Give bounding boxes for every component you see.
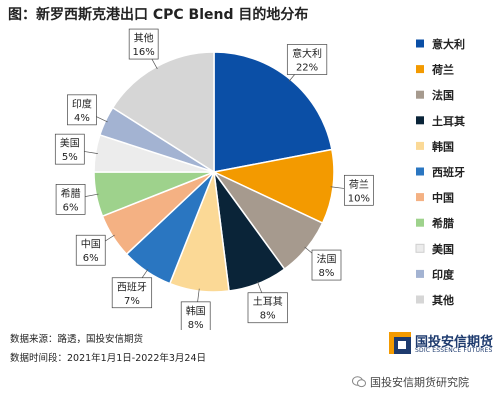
legend-swatch [415,243,425,253]
legend-swatch [416,39,424,48]
legend-entry: 美国 [432,242,454,256]
slice-label-box [75,234,106,266]
data-source: 数据来源：路透，国投安信期货 [10,334,144,345]
legend-entry: 荷兰 [431,63,454,77]
slice-label-value: 6% [83,253,99,264]
legend-swatch [416,167,424,176]
slice-label-box [54,133,85,165]
pie-slices [93,51,335,293]
wechat-watermark: 国投安信期货研究院 [352,374,469,390]
footer: 数据来源：路透，国投安信期货 数据时间段：2021年1月1日-2022年3月24… [10,330,206,368]
slice-label-box [55,184,86,215]
slice-label-value: 8% [188,320,204,330]
logo-mark-icon [389,332,411,354]
slice-label-box [343,174,374,206]
legend-swatch [416,116,424,125]
legend-swatch [416,141,424,150]
slice-label-box [247,292,288,324]
slice-label-value: 7% [124,296,140,307]
slice-label-value: 5% [62,152,78,163]
slice-label-box [67,94,97,126]
legend-entry: 其他 [432,293,454,307]
legend-entry: 希腊 [431,216,454,230]
slice-label-value: 10% [348,193,370,204]
legend-entry: 土耳其 [432,114,465,128]
legend-entry: 印度 [432,267,455,281]
slice-label-box [286,44,328,75]
logo-subtitle: SDIC ESSENCE FUTURES [415,347,493,354]
slice-label-value: 4% [74,113,90,124]
slice-label-name: 其他 [134,32,154,45]
legend-swatch [416,65,424,74]
slice-label-name: 土耳其 [253,295,283,308]
slice-labels: 意大利 22% 荷兰 10% 法国 8% 土耳其 8% 韩国 8% 西班牙 7% 中国 6% 希腊 6% 美国 5… [54,28,374,330]
slice-label-value: 16% [133,47,155,58]
slice-label-value: 22% [296,63,318,74]
slice-label-name: 中国 [81,238,101,251]
slice-label-box [128,28,159,60]
legend-swatch [416,295,424,304]
pie-chart: 意大利 22% 荷兰 10% 法国 8% 土耳其 8% 韩国 8% 西班牙 7% 中国 6% 希腊 6% 美国 5… [54,28,465,330]
wechat-icon [352,376,366,388]
slice-label-value: 8% [319,268,335,279]
logo: 国投安信期货 SDIC ESSENCE FUTURES [389,330,497,358]
chart-title: 图：新罗西斯克港出口 CPC Blend 目的地分布 [8,7,309,23]
slice-label-name: 韩国 [186,304,206,317]
legend-swatch [416,193,424,202]
data-period: 数据时间段：2021年1月1日-2022年3月24日 [10,353,207,364]
slice-label-name: 意大利 [292,47,322,60]
legend-entry: 法国 [432,88,454,102]
slice-label-box [111,277,153,309]
slice-label-name: 法国 [316,253,336,266]
legend-entry: 意大利 [432,37,465,51]
slice-label-box [180,301,211,330]
slice-label-name: 美国 [60,137,80,150]
legend-swatch [416,218,424,227]
slice-label-name: 印度 [72,97,92,110]
legend-swatch [416,90,424,99]
legend-entry: 中国 [432,191,454,205]
legend-entry: 西班牙 [432,165,465,179]
slice-label-value: 6% [63,202,79,213]
slice-label-value: 8% [260,311,276,322]
legend-swatch [416,269,424,278]
logo-name: 国投安信期货 [415,335,494,350]
slice-label-name: 西班牙 [117,281,147,293]
slice-label-box [311,249,342,281]
wechat-account: 国投安信期货研究院 [370,376,469,389]
legend-entry: 韩国 [432,139,454,153]
slice-label-name: 希腊 [61,187,81,200]
slice-label-name: 荷兰 [349,178,369,191]
